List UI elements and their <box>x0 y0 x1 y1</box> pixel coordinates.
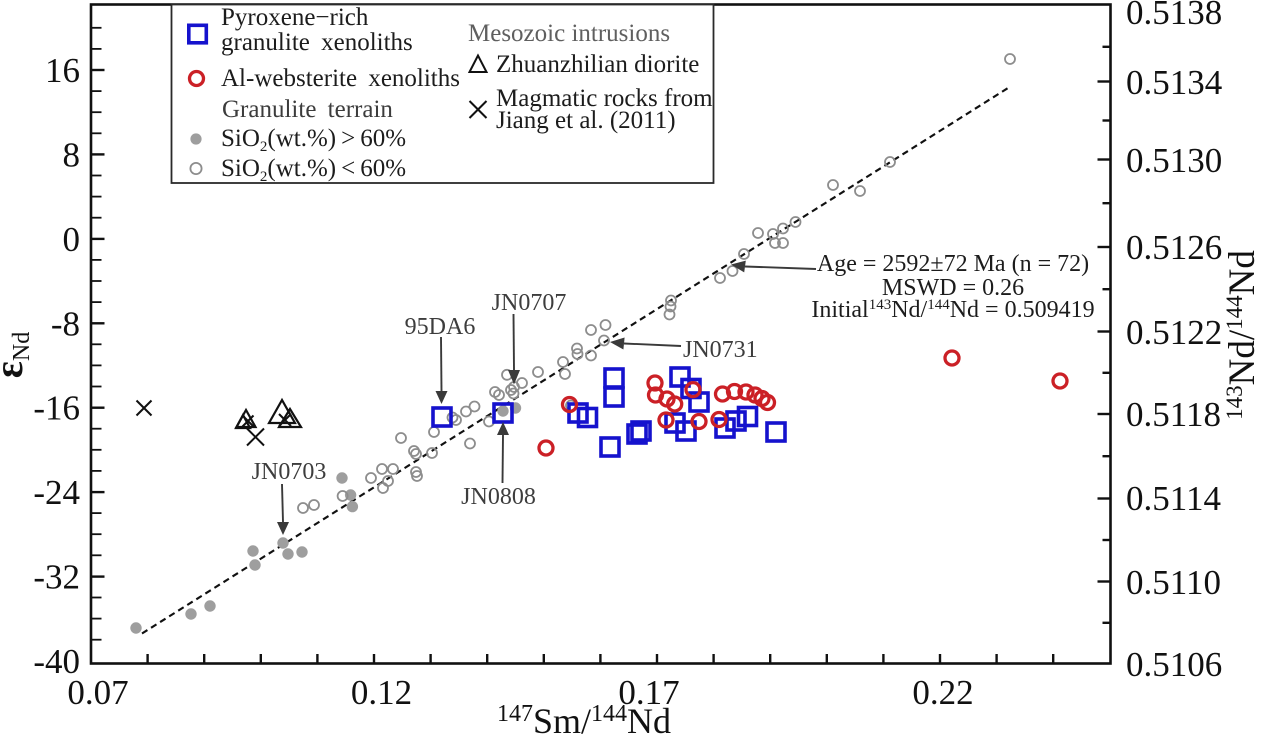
svg-text:granulite xenoliths: granulite xenoliths <box>221 29 413 56</box>
svg-text:0.5114: 0.5114 <box>1126 479 1221 518</box>
svg-text:Age = 2592±72 Ma (n = 72): Age = 2592±72 Ma (n = 72) <box>817 251 1089 277</box>
svg-text:0: 0 <box>63 220 81 259</box>
svg-text:147Sm/144Nd: 147Sm/144Nd <box>497 701 671 741</box>
svg-text:-40: -40 <box>33 642 80 681</box>
svg-text:0.5134: 0.5134 <box>1126 63 1222 102</box>
svg-text:0.5118: 0.5118 <box>1126 395 1221 434</box>
svg-text:0.22: 0.22 <box>912 673 973 712</box>
svg-text:0.5138: 0.5138 <box>1126 0 1222 32</box>
svg-text:-16: -16 <box>33 389 80 428</box>
svg-text:Zhuanzhilian diorite: Zhuanzhilian diorite <box>496 51 699 78</box>
svg-text:8: 8 <box>63 135 81 174</box>
svg-text:SiO2(wt.%) < 60%: SiO2(wt.%) < 60% <box>221 155 406 185</box>
svg-text:JN0808: JN0808 <box>461 484 536 510</box>
svg-text:95DA6: 95DA6 <box>405 314 476 340</box>
svg-text:0.07: 0.07 <box>67 673 128 712</box>
svg-text:0.5126: 0.5126 <box>1126 228 1222 267</box>
svg-text:-32: -32 <box>33 558 80 597</box>
svg-text:JN0707: JN0707 <box>492 290 567 316</box>
svg-text:Granulite terrain: Granulite terrain <box>222 96 393 123</box>
svg-text:MSWD = 0.26: MSWD = 0.26 <box>882 275 1024 301</box>
svg-text:Al-websterite xenoliths: Al-websterite xenoliths <box>221 65 460 92</box>
svg-text:143Nd/144Nd: 143Nd/144Nd <box>1222 250 1263 420</box>
svg-text:0.12: 0.12 <box>351 673 412 712</box>
svg-text:0.5122: 0.5122 <box>1126 313 1222 352</box>
svg-text:JN0703: JN0703 <box>252 459 327 485</box>
svg-text:Mesozoic intrusions: Mesozoic intrusions <box>468 20 670 47</box>
svg-text:-8: -8 <box>51 304 80 343</box>
svg-text:Jiang et al. (2011): Jiang et al. (2011) <box>496 107 676 134</box>
svg-text:JN0731: JN0731 <box>683 337 758 363</box>
svg-text:Initial143Nd/144Nd = 0.509419: Initial143Nd/144Nd = 0.509419 <box>811 297 1094 323</box>
svg-text:-24: -24 <box>33 473 80 512</box>
svg-text:Magmatic rocks from: Magmatic rocks from <box>496 85 713 112</box>
svg-text:Pyroxene−rich: Pyroxene−rich <box>221 4 369 31</box>
svg-text:0.5110: 0.5110 <box>1126 563 1221 602</box>
svg-text:0.5106: 0.5106 <box>1126 645 1222 684</box>
svg-text:16: 16 <box>45 51 80 90</box>
svg-text:0.17: 0.17 <box>618 673 679 712</box>
svg-text:0.5130: 0.5130 <box>1126 141 1222 180</box>
svg-text:SiO2(wt.%) > 60%: SiO2(wt.%) > 60% <box>221 125 406 155</box>
